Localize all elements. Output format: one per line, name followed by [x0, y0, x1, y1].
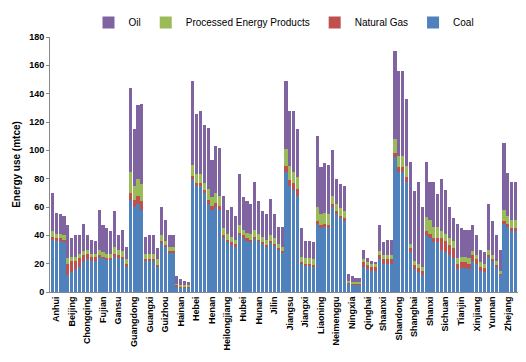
svg-text:Shanghai: Shanghai	[409, 297, 419, 338]
svg-text:Hunan: Hunan	[254, 297, 264, 325]
svg-text:Jiangsu: Jiangsu	[285, 297, 295, 331]
svg-text:Coal: Coal	[453, 17, 474, 28]
svg-text:Hebei: Hebei	[191, 297, 201, 322]
svg-text:Qinghai: Qinghai	[363, 297, 373, 331]
svg-text:Tianjin: Tianjin	[456, 297, 466, 326]
svg-text:180: 180	[29, 32, 44, 42]
svg-text:20: 20	[34, 259, 44, 269]
svg-text:Processed Energy Products: Processed Energy Products	[186, 17, 310, 28]
svg-text:Guangxi: Guangxi	[145, 297, 155, 333]
svg-text:Fujian: Fujian	[98, 297, 108, 324]
svg-text:80: 80	[34, 174, 44, 184]
svg-text:Gansu: Gansu	[113, 297, 123, 325]
svg-text:Jilin: Jilin	[269, 297, 279, 315]
svg-text:Beijing: Beijing	[67, 297, 77, 327]
svg-text:140: 140	[29, 89, 44, 99]
svg-text:Neimenggu: Neimenggu	[331, 297, 341, 346]
svg-text:Heilongjiang: Heilongjiang	[222, 297, 232, 351]
svg-text:Shanxi: Shanxi	[425, 297, 435, 327]
svg-text:Liaoning: Liaoning	[316, 297, 326, 335]
svg-text:Energy use (mtce): Energy use (mtce)	[11, 121, 22, 208]
svg-text:Hainan: Hainan	[176, 297, 186, 327]
svg-text:Guizhou: Guizhou	[160, 297, 170, 333]
svg-text:Xinjiang: Xinjiang	[472, 297, 482, 332]
svg-text:Jiangxi: Jiangxi	[300, 297, 310, 328]
svg-text:Shaanxi: Shaanxi	[378, 297, 388, 332]
svg-text:Chongqing: Chongqing	[82, 297, 92, 344]
svg-text:Sichuan: Sichuan	[441, 297, 451, 332]
svg-text:60: 60	[34, 202, 44, 212]
svg-text:Yunnan: Yunnan	[487, 297, 497, 330]
svg-text:Henan: Henan	[207, 297, 217, 325]
svg-text:160: 160	[29, 60, 44, 70]
svg-text:Hubei: Hubei	[238, 297, 248, 322]
svg-text:40: 40	[34, 230, 44, 240]
svg-text:Zhejang: Zhejang	[503, 297, 513, 332]
svg-text:0: 0	[39, 287, 44, 297]
svg-text:Oil: Oil	[129, 17, 141, 28]
svg-text:Anhui: Anhui	[51, 297, 61, 323]
svg-text:Natural Gas: Natural Gas	[355, 17, 408, 28]
svg-text:Ningxia: Ningxia	[347, 296, 357, 330]
svg-text:120: 120	[29, 117, 44, 127]
svg-text:100: 100	[29, 145, 44, 155]
svg-text:Guangdong: Guangdong	[129, 297, 139, 348]
svg-text:Shandong: Shandong	[394, 297, 404, 341]
